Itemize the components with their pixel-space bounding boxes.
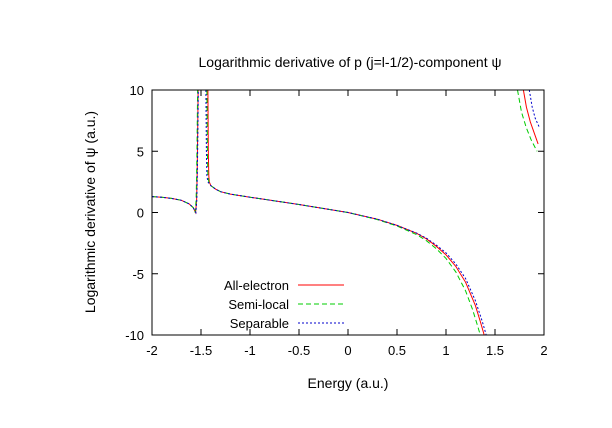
legend-label: Semi-local	[228, 297, 289, 312]
y-tick-label: 5	[137, 144, 144, 159]
x-tick-label: -1	[244, 343, 256, 358]
chart-title: Logarithmic derivative of p (j=l-1/2)-co…	[199, 54, 502, 70]
y-axis-label: Logarithmic derivative of ψ (a.u.)	[82, 111, 98, 313]
y-tick-label: -10	[125, 328, 144, 343]
x-tick-label: 1.5	[486, 343, 504, 358]
x-tick-label: 0	[344, 343, 351, 358]
series-line-all-electron	[152, 90, 199, 215]
series-line-separable	[152, 90, 199, 215]
legend-label: All-electron	[224, 278, 289, 293]
y-tick-label: 10	[130, 83, 144, 98]
series-layer	[152, 90, 540, 335]
axis-ticks: -2 -1.5 -1 -0.5 0 0.5 1 1.5 2 -10 -5 0 5 10	[125, 83, 547, 358]
x-tick-label: 0.5	[388, 343, 406, 358]
plot-frame	[151, 89, 545, 336]
x-tick-label: 2	[540, 343, 547, 358]
series-line-semi-local	[152, 90, 199, 213]
legend: All-electron Semi-local Separable	[224, 278, 344, 331]
x-tick-label: 1	[442, 343, 449, 358]
x-tick-label: -2	[146, 343, 158, 358]
series-line-all-electron	[522, 90, 539, 145]
series-line-semi-local	[517, 90, 538, 152]
series-line-separable	[205, 90, 487, 335]
series-line-separable	[528, 90, 540, 128]
y-tick-label: -5	[132, 267, 144, 282]
x-axis-label: Energy (a.u.)	[308, 375, 389, 391]
x-tick-label: -1.5	[190, 343, 212, 358]
legend-label: Separable	[230, 316, 289, 331]
x-tick-label: -0.5	[288, 343, 310, 358]
y-tick-label: 0	[137, 206, 144, 221]
